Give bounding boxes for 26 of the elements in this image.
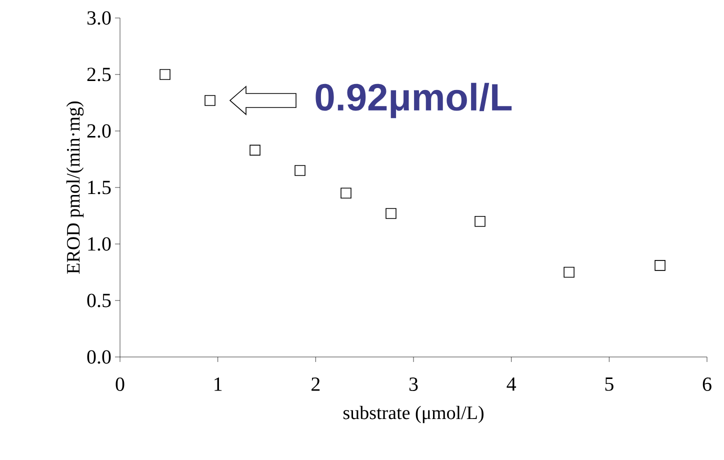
annotation: 0.92μmol/L (316, 82, 512, 118)
y-tick-label: 0.0 (87, 350, 111, 364)
point (386, 208, 396, 219)
point (654, 260, 666, 271)
point (250, 144, 260, 156)
y-tick-label: 1.0 (88, 237, 111, 251)
y-axis-title: EROD pmol/(min·mg) (66, 101, 84, 274)
point (564, 266, 574, 278)
point (160, 69, 170, 80)
y-tick-label: 3.0 (87, 11, 111, 25)
y-tick-label: 2.0 (87, 124, 111, 138)
x-tick-label: 3 (409, 377, 418, 391)
x-tick-label: 1 (214, 378, 222, 391)
point (294, 165, 306, 176)
x-tick-label: 5 (605, 378, 614, 391)
x-tick-label: 4 (506, 378, 516, 391)
x-axis-title: substrate (μmol/L) (344, 406, 484, 424)
y-tick-label: 2.5 (87, 68, 111, 82)
x-tick-label: 2 (312, 377, 320, 391)
y-tick-label: 1.5 (88, 180, 111, 194)
x-tick-label: 6 (702, 377, 712, 391)
x-tick-label: 0 (116, 378, 124, 392)
y-tick-label: 0.5 (87, 294, 111, 308)
point (474, 216, 486, 227)
point (204, 95, 216, 106)
point (340, 188, 352, 199)
